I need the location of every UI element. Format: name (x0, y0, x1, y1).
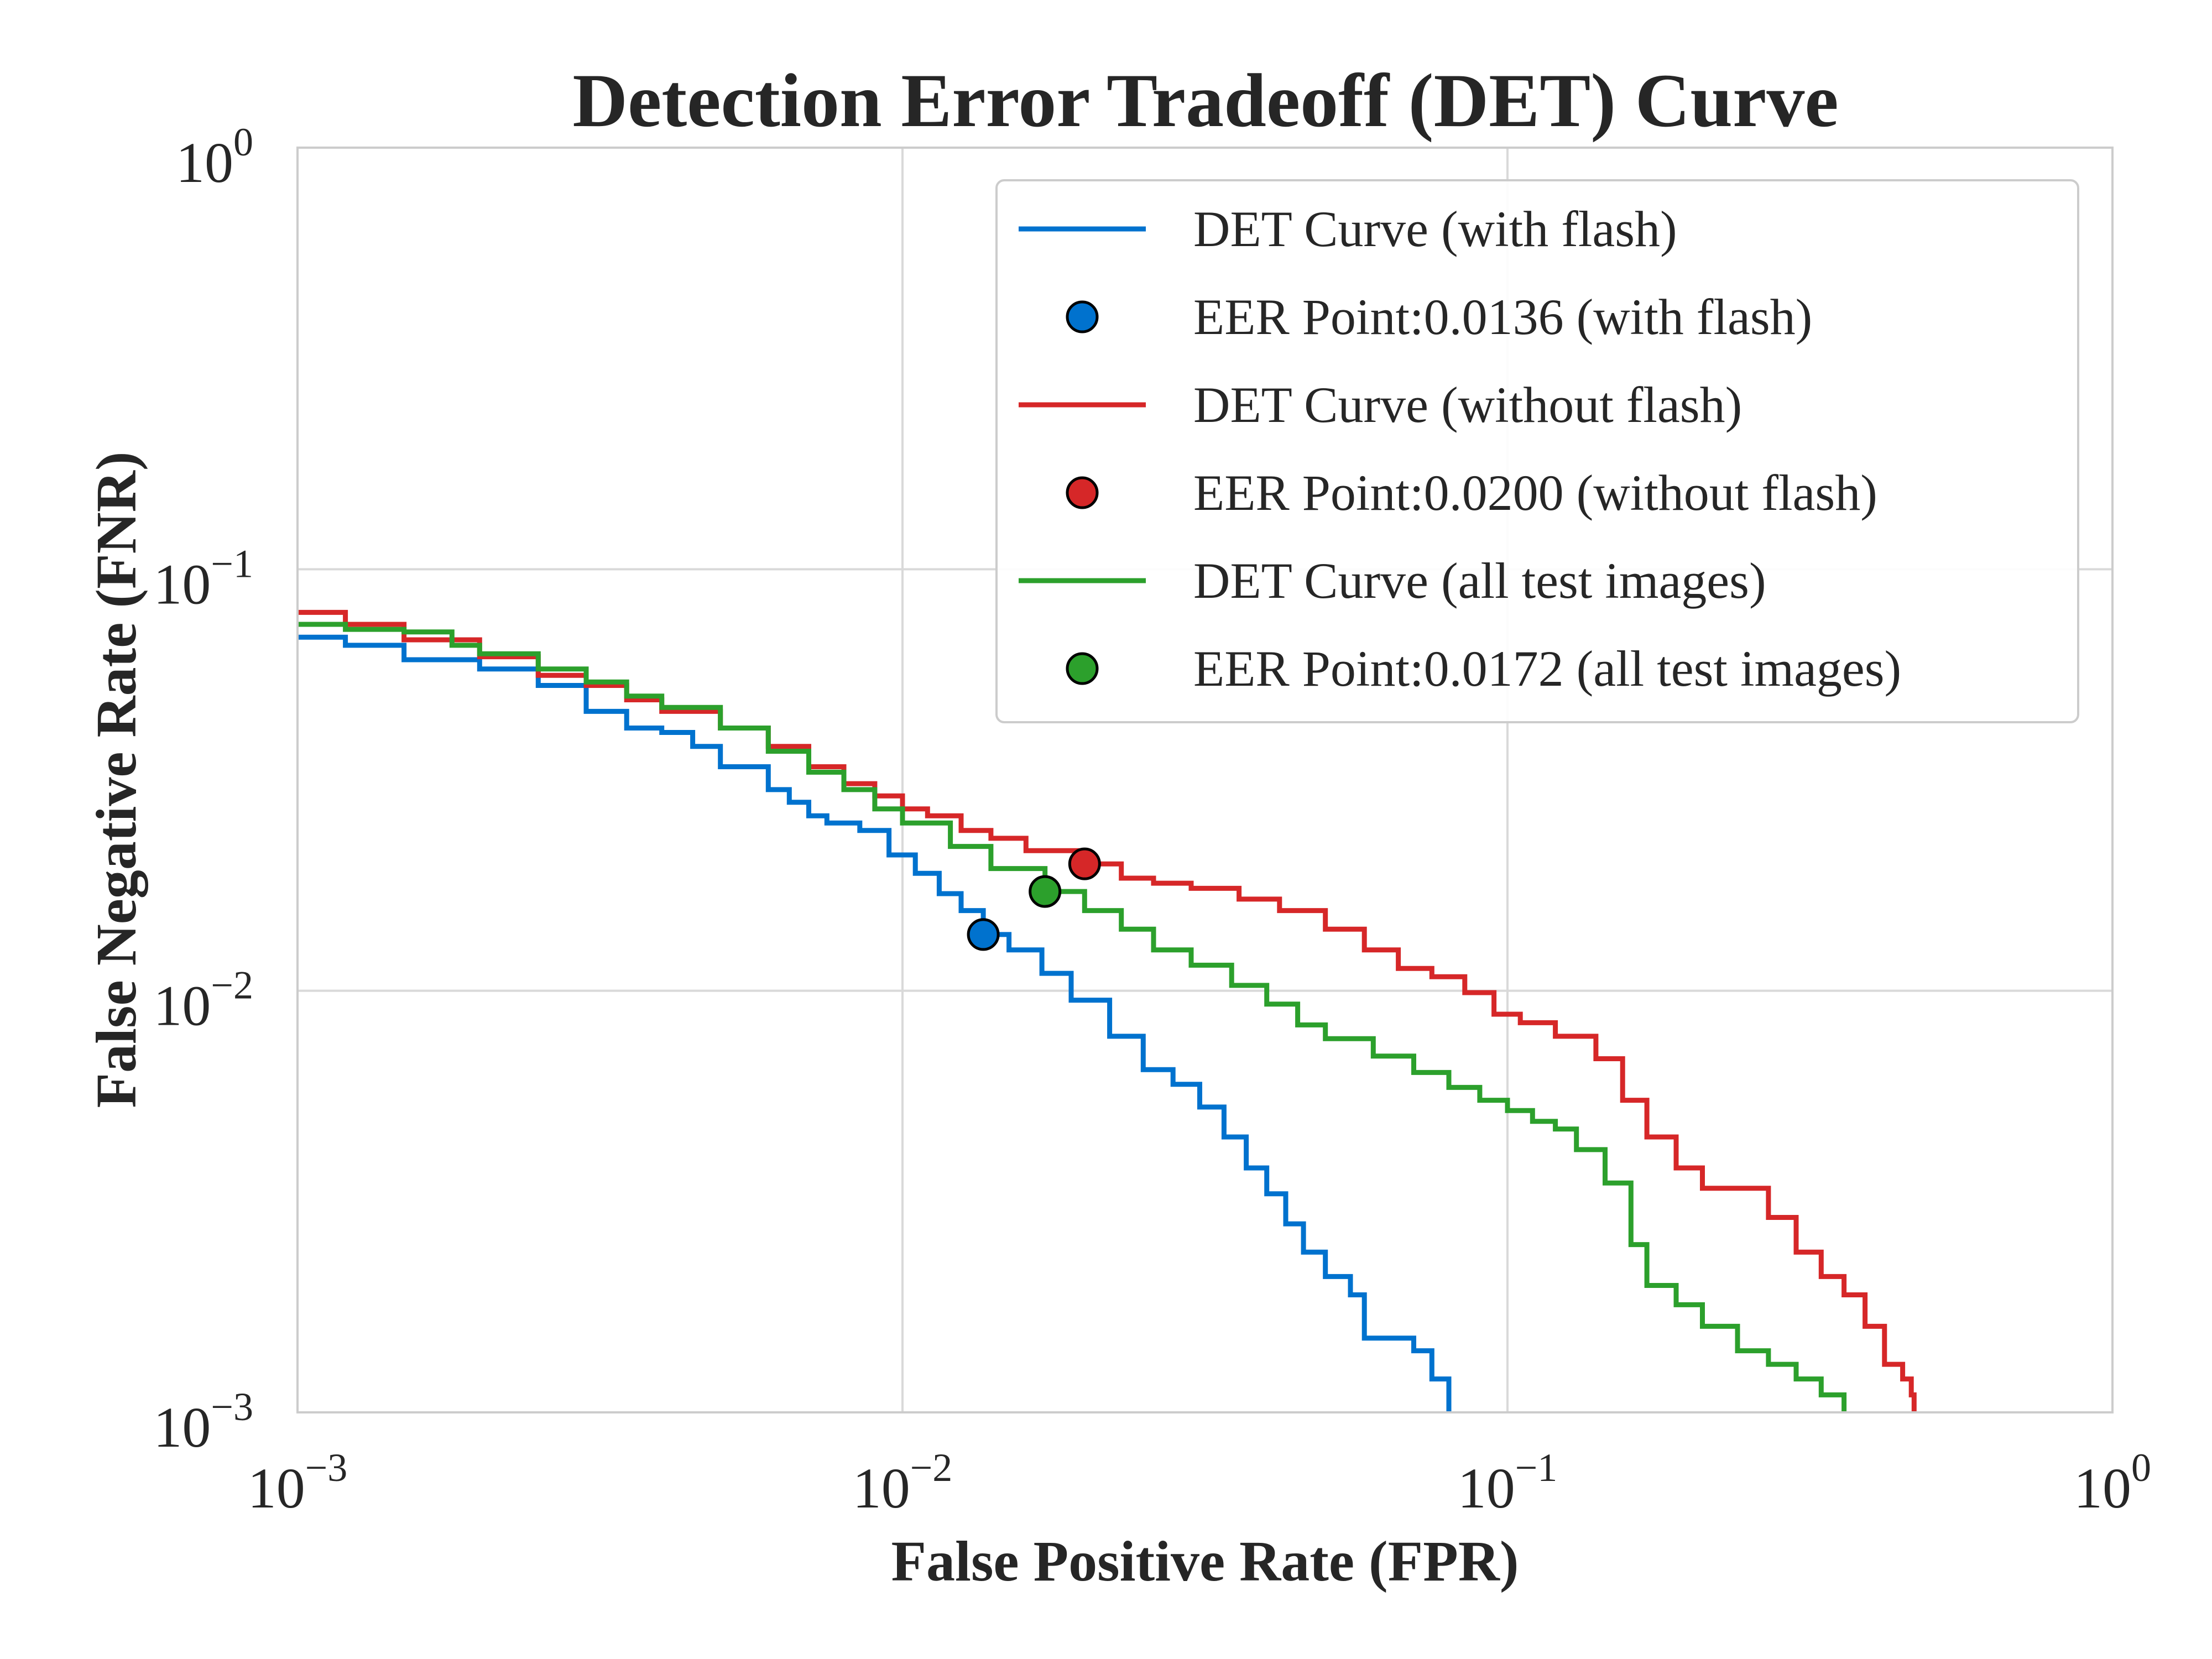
x-axis-label: False Positive Rate (FPR) (891, 1530, 1519, 1593)
legend-label-det-curve-without-flash: DET Curve (without flash) (1193, 377, 1742, 433)
legend: DET Curve (with flash) EER Point:0.0136 (… (995, 179, 2079, 723)
y-tick-label-2: 10−1 (153, 541, 253, 616)
legend-label-eer-point-0-0200-without-flash: EER Point:0.0200 (without flash) (1193, 465, 1877, 521)
y-tick-label-0: 10−3 (153, 1385, 253, 1459)
series-layer (298, 609, 1917, 1412)
plot-frame (296, 147, 2114, 1413)
legend-label-eer-point-0-0136-with-flash: EER Point:0.0136 (with flash) (1193, 289, 1812, 345)
marker-eer-point-0-0172-all-test-images (1029, 875, 1062, 908)
legend-label-det-curve-all-test-images: DET Curve (all test images) (1193, 552, 1766, 609)
y-axis-ticks: 10−3 10−2 10−1 100 (153, 120, 253, 1459)
legend-label-eer-point-0-0172-all-test-images: EER Point:0.0172 (all test images) (1193, 640, 1901, 697)
x-tick-label-3: 100 (2074, 1446, 2151, 1520)
legend-swatch-eer-point-0-0200-without-flash (1066, 476, 1099, 509)
series-det-curve-with-flash (298, 634, 1452, 1412)
y-axis-label: False Negative Rate (FNR) (85, 452, 148, 1108)
chart-title: Detection Error Tradeoff (DET) Curve (572, 58, 1838, 143)
series-det-curve-all-test-images (298, 622, 1847, 1412)
x-tick-label-2: 10−1 (1458, 1446, 1558, 1520)
marker-eer-point-0-0200-without-flash (1068, 847, 1101, 880)
legend-label-det-curve-with-flash: DET Curve (with flash) (1193, 201, 1677, 257)
legend-swatch-eer-point-0-0172-all-test-images (1066, 652, 1099, 685)
x-axis-ticks: 10−3 10−2 10−1 100 (248, 1446, 2151, 1520)
legend-swatch-eer-point-0-0136-with-flash (1066, 300, 1099, 333)
x-tick-label-1: 10−2 (853, 1446, 953, 1520)
y-tick-label-3: 100 (176, 120, 253, 195)
eer-markers (967, 847, 1101, 951)
y-tick-label-1: 10−2 (153, 963, 253, 1038)
marker-eer-point-0-0136-with-flash (967, 918, 1000, 951)
x-tick-label-0: 10−3 (248, 1446, 348, 1520)
legend-box (995, 179, 2079, 723)
